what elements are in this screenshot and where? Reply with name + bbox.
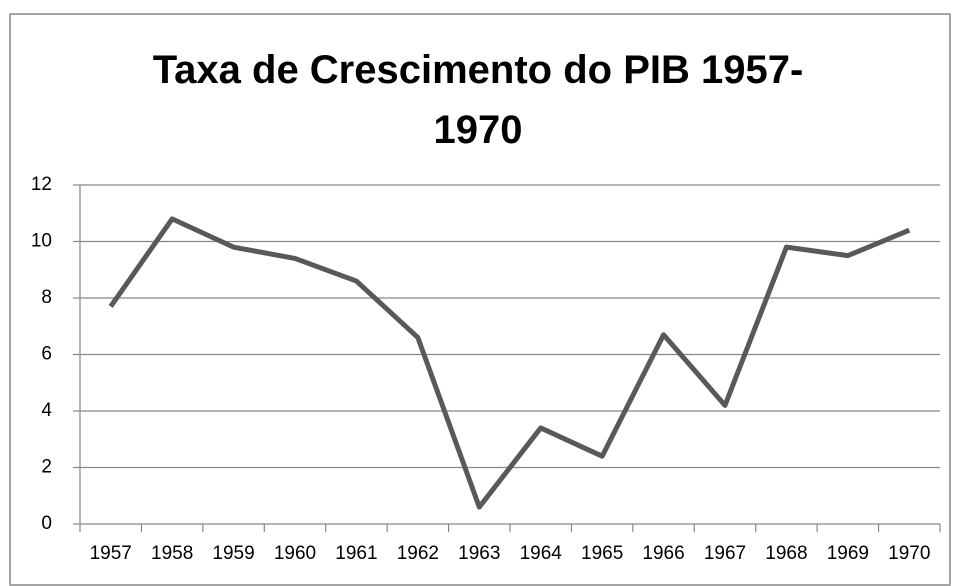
x-tick-label: 1958	[151, 543, 193, 564]
x-tick-label: 1961	[335, 543, 377, 564]
x-tick-label: 1963	[458, 543, 500, 564]
x-tick-label: 1964	[520, 543, 563, 564]
x-tick-label: 1965	[581, 543, 623, 564]
line-series	[108, 216, 911, 510]
y-tick-label: 8	[41, 287, 52, 308]
x-tick-label: 1970	[888, 543, 930, 564]
x-tick-label: 1957	[90, 543, 132, 564]
y-tick-label: 4	[41, 400, 52, 421]
x-tick-label: 1962	[397, 543, 439, 564]
y-tick-label: 0	[41, 513, 52, 534]
chart-border	[9, 13, 951, 586]
chart-title: Taxa de Crescimento do PIB 1957-1970	[152, 48, 804, 152]
y-tick-label: 6	[41, 344, 52, 365]
y-tick-label: 10	[31, 231, 52, 252]
x-tick-label: 1968	[765, 543, 807, 564]
x-tick-label: 1959	[212, 543, 254, 564]
x-tick-label: 1966	[642, 543, 684, 564]
y-tick-label: 12	[31, 174, 52, 195]
y-tick-label: 2	[41, 457, 52, 478]
x-tick-label: 1967	[704, 543, 746, 564]
x-tick-label: 1960	[274, 543, 316, 564]
x-tick-label: 1969	[827, 543, 869, 564]
